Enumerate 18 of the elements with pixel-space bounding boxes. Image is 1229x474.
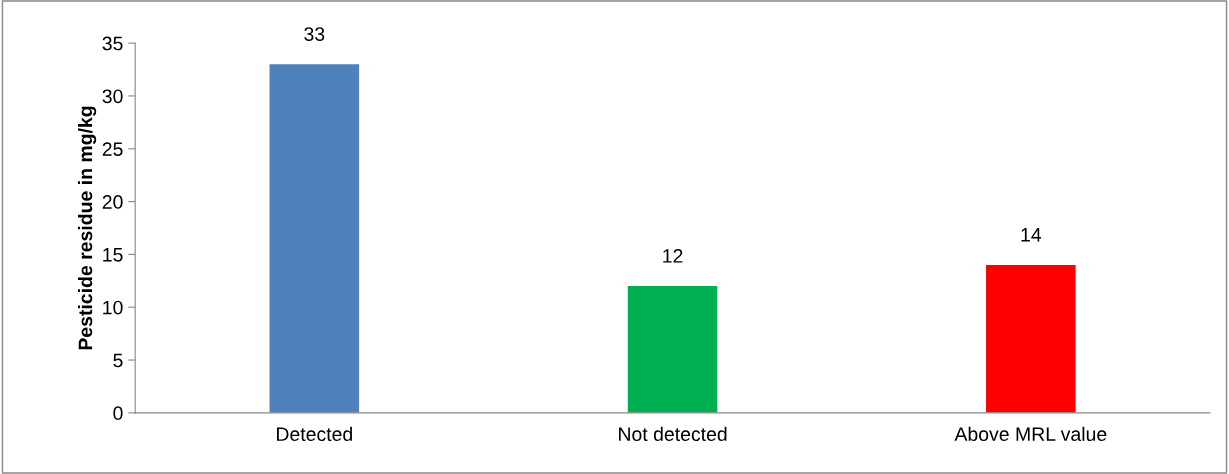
data-label: 33 <box>304 27 325 41</box>
data-label: 12 <box>663 249 683 263</box>
y-tick-label: 35 <box>102 36 123 51</box>
bar <box>269 64 360 413</box>
y-tick-label: 20 <box>102 195 123 209</box>
x-tick-label: Detected <box>277 426 352 442</box>
y-tick-label: 15 <box>103 248 123 262</box>
y-tick-label: 10 <box>103 300 123 315</box>
y-axis-title: Pesticide residue in mg/kg <box>77 106 97 350</box>
bar <box>986 264 1076 413</box>
x-tick-label: Above MRL value <box>954 426 1107 442</box>
y-tick-label: 25 <box>102 142 123 157</box>
y-tick-label: 0 <box>113 406 123 421</box>
y-tick-label: 30 <box>102 89 123 104</box>
bar <box>627 286 718 413</box>
y-tick-label: 5 <box>113 353 123 368</box>
x-tick-label: Not detected <box>619 426 727 442</box>
data-label: 14 <box>1021 228 1042 242</box>
